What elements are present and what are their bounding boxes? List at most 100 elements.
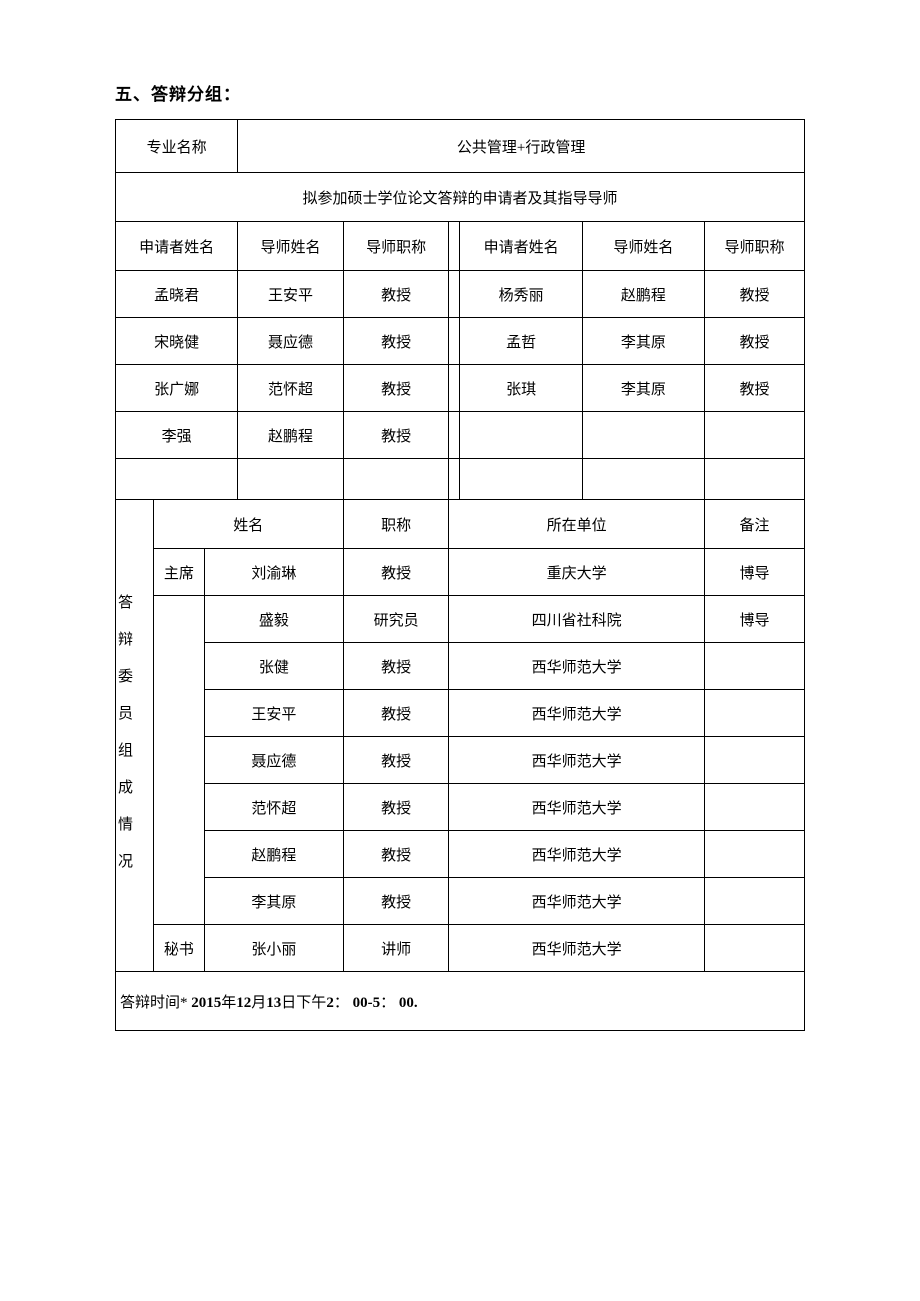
committee-col-title: 职称 bbox=[343, 500, 449, 549]
committee-note bbox=[704, 784, 804, 831]
committee-role-empty bbox=[153, 596, 204, 925]
committee-note bbox=[704, 690, 804, 737]
applicant-row: 宋晓健 聂应德 教授 孟哲 李其原 教授 bbox=[116, 318, 805, 365]
committee-name: 刘渝琳 bbox=[204, 549, 343, 596]
committee-note: 博导 bbox=[704, 549, 804, 596]
committee-name: 赵鹏程 bbox=[204, 831, 343, 878]
committee-title: 教授 bbox=[343, 690, 449, 737]
committee-org: 西华师范大学 bbox=[449, 925, 705, 972]
footer-prefix: 答辩时间* bbox=[120, 995, 191, 1011]
committee-col-name: 姓名 bbox=[153, 500, 343, 549]
committee-name: 王安平 bbox=[204, 690, 343, 737]
committee-title: 研究员 bbox=[343, 596, 449, 643]
committee-row: 范怀超 教授 西华师范大学 bbox=[116, 784, 805, 831]
advisor-title: 教授 bbox=[704, 318, 804, 365]
advisor-name: 王安平 bbox=[238, 271, 344, 318]
col-advisor-left: 导师姓名 bbox=[238, 222, 344, 271]
applicant-name bbox=[460, 412, 582, 459]
footer-day: 13 bbox=[266, 995, 281, 1011]
applicant-name: 孟哲 bbox=[460, 318, 582, 365]
col-applicant-right: 申请者姓名 bbox=[460, 222, 582, 271]
applicant-name: 杨秀丽 bbox=[460, 271, 582, 318]
committee-name: 李其原 bbox=[204, 878, 343, 925]
committee-org: 四川省社科院 bbox=[449, 596, 705, 643]
applicant-row: 张广娜 范怀超 教授 张琪 李其原 教授 bbox=[116, 365, 805, 412]
defense-time: 答辩时间* 2015年12月13日下午2： 00-5： 00. bbox=[116, 972, 805, 1031]
committee-row: 聂应德 教授 西华师范大学 bbox=[116, 737, 805, 784]
advisor-name: 赵鹏程 bbox=[582, 271, 704, 318]
committee-name: 张小丽 bbox=[204, 925, 343, 972]
applicants-subheader: 拟参加硕士学位论文答辩的申请者及其指导导师 bbox=[116, 173, 805, 222]
advisor-title: 教授 bbox=[343, 271, 449, 318]
advisor-name: 聂应德 bbox=[238, 318, 344, 365]
committee-title: 教授 bbox=[343, 831, 449, 878]
committee-side-label-text: 答辩委员组成情况 bbox=[116, 582, 131, 890]
footer-year: 2015 bbox=[191, 995, 221, 1011]
section-heading: 五、答辩分组： bbox=[115, 80, 805, 105]
advisor-title: 教授 bbox=[343, 365, 449, 412]
col-gap bbox=[449, 222, 460, 271]
advisor-name: 范怀超 bbox=[238, 365, 344, 412]
committee-row: 主席 刘渝琳 教授 重庆大学 博导 bbox=[116, 549, 805, 596]
committee-note bbox=[704, 878, 804, 925]
committee-row: 赵鹏程 教授 西华师范大学 bbox=[116, 831, 805, 878]
committee-note: 博导 bbox=[704, 596, 804, 643]
advisor-name bbox=[582, 412, 704, 459]
committee-title: 教授 bbox=[343, 737, 449, 784]
committee-name: 聂应德 bbox=[204, 737, 343, 784]
committee-role: 秘书 bbox=[153, 925, 204, 972]
applicant-row: 孟晓君 王安平 教授 杨秀丽 赵鹏程 教授 bbox=[116, 271, 805, 318]
col-advisor-right: 导师姓名 bbox=[582, 222, 704, 271]
applicant-name: 张琪 bbox=[460, 365, 582, 412]
committee-name: 范怀超 bbox=[204, 784, 343, 831]
applicant-name: 张广娜 bbox=[116, 365, 238, 412]
committee-title: 教授 bbox=[343, 643, 449, 690]
committee-note bbox=[704, 925, 804, 972]
committee-title: 教授 bbox=[343, 549, 449, 596]
applicant-row-empty bbox=[116, 459, 805, 500]
footer-month: 12 bbox=[236, 995, 251, 1011]
committee-org: 西华师范大学 bbox=[449, 784, 705, 831]
committee-role: 主席 bbox=[153, 549, 204, 596]
advisor-name: 李其原 bbox=[582, 318, 704, 365]
committee-title: 讲师 bbox=[343, 925, 449, 972]
committee-row: 秘书 张小丽 讲师 西华师范大学 bbox=[116, 925, 805, 972]
committee-row: 张健 教授 西华师范大学 bbox=[116, 643, 805, 690]
committee-org: 西华师范大学 bbox=[449, 878, 705, 925]
col-title-left: 导师职称 bbox=[343, 222, 449, 271]
committee-org: 西华师范大学 bbox=[449, 831, 705, 878]
advisor-title: 教授 bbox=[343, 318, 449, 365]
committee-note bbox=[704, 831, 804, 878]
committee-org: 西华师范大学 bbox=[449, 690, 705, 737]
committee-title: 教授 bbox=[343, 784, 449, 831]
advisor-title: 教授 bbox=[704, 365, 804, 412]
committee-row: 盛毅 研究员 四川省社科院 博导 bbox=[116, 596, 805, 643]
applicant-row: 李强 赵鹏程 教授 bbox=[116, 412, 805, 459]
col-title-right: 导师职称 bbox=[704, 222, 804, 271]
applicant-name: 李强 bbox=[116, 412, 238, 459]
advisor-title bbox=[704, 412, 804, 459]
advisor-title: 教授 bbox=[704, 271, 804, 318]
major-value: 公共管理+行政管理 bbox=[238, 120, 805, 173]
advisor-name: 赵鹏程 bbox=[238, 412, 344, 459]
committee-side-label: 答辩委员组成情况 bbox=[116, 500, 154, 972]
committee-col-note: 备注 bbox=[704, 500, 804, 549]
committee-name: 盛毅 bbox=[204, 596, 343, 643]
committee-org: 重庆大学 bbox=[449, 549, 705, 596]
committee-name: 张健 bbox=[204, 643, 343, 690]
committee-org: 西华师范大学 bbox=[449, 737, 705, 784]
major-label: 专业名称 bbox=[116, 120, 238, 173]
advisor-name: 李其原 bbox=[582, 365, 704, 412]
col-applicant-left: 申请者姓名 bbox=[116, 222, 238, 271]
committee-col-org: 所在单位 bbox=[449, 500, 705, 549]
committee-org: 西华师范大学 bbox=[449, 643, 705, 690]
advisor-title: 教授 bbox=[343, 412, 449, 459]
applicant-name: 孟晓君 bbox=[116, 271, 238, 318]
committee-note bbox=[704, 737, 804, 784]
applicant-name: 宋晓健 bbox=[116, 318, 238, 365]
committee-title: 教授 bbox=[343, 878, 449, 925]
committee-note bbox=[704, 643, 804, 690]
committee-row: 李其原 教授 西华师范大学 bbox=[116, 878, 805, 925]
defense-table: 专业名称 公共管理+行政管理 拟参加硕士学位论文答辩的申请者及其指导导师 申请者… bbox=[115, 119, 805, 1031]
committee-row: 王安平 教授 西华师范大学 bbox=[116, 690, 805, 737]
